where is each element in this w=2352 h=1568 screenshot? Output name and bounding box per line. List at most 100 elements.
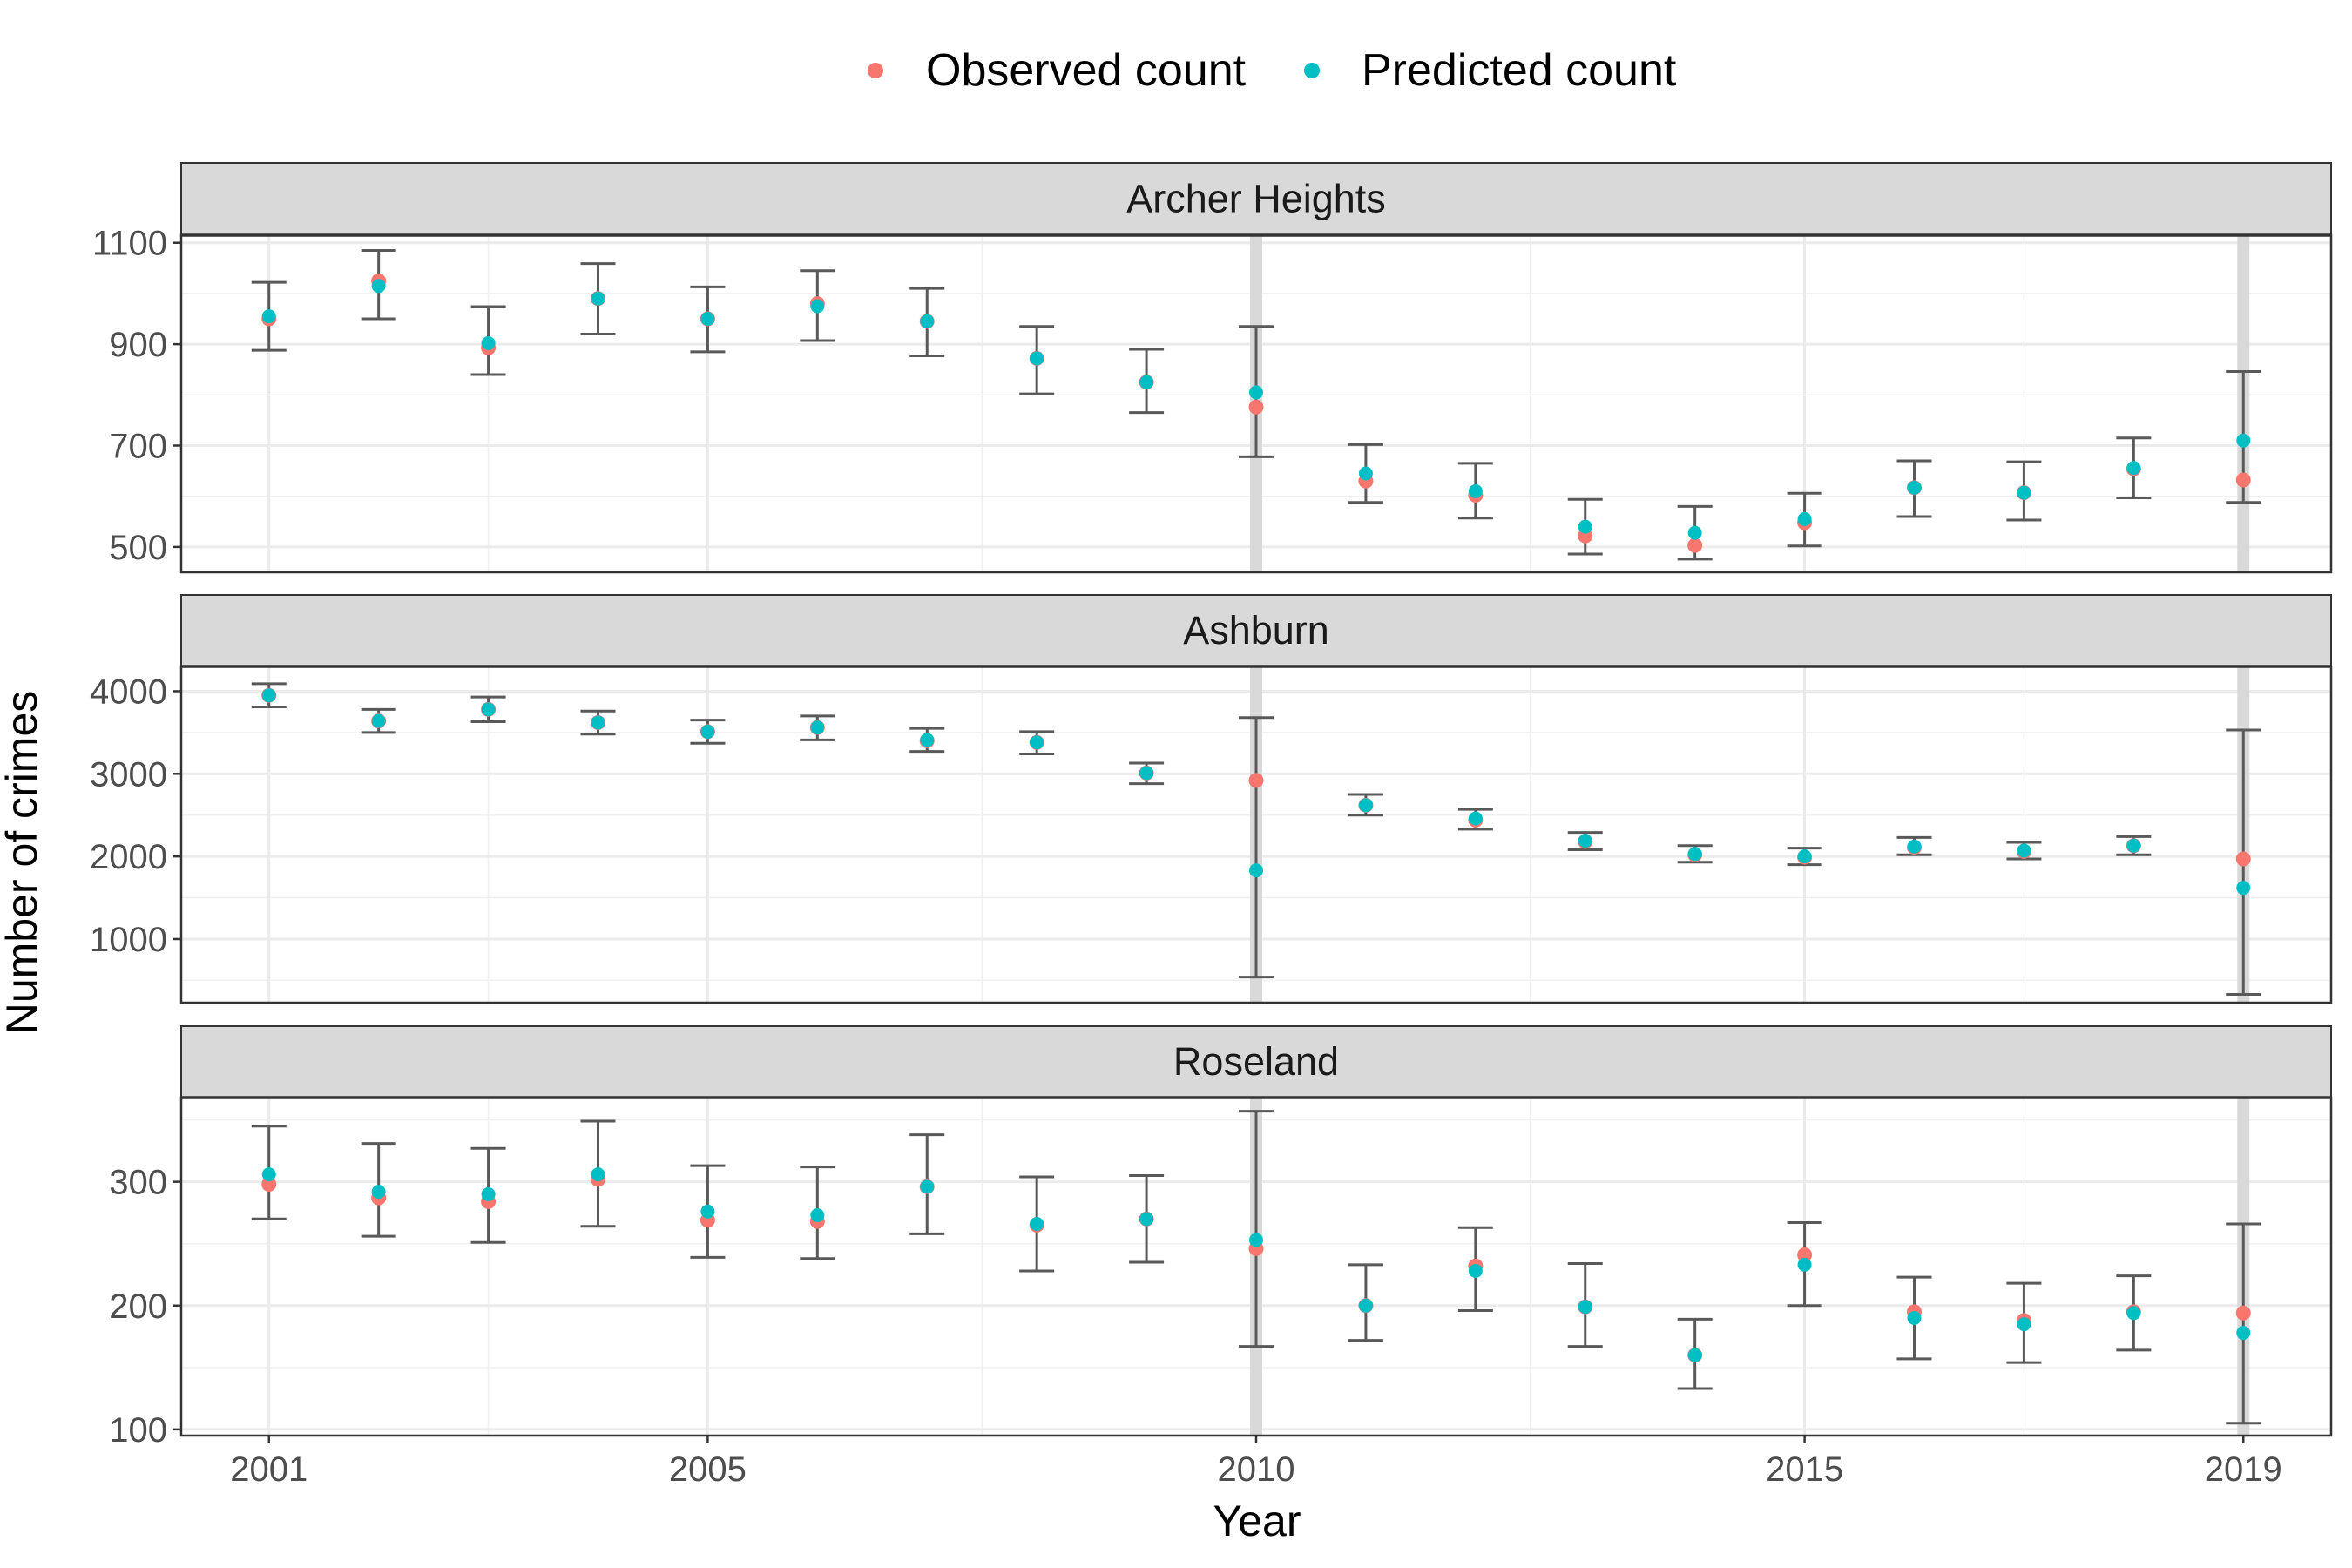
y-axis-title: Number of crimes <box>0 691 46 1035</box>
point-predicted <box>1687 1348 1702 1362</box>
point-predicted <box>1797 511 1812 526</box>
x-tick-label: 2001 <box>230 1450 308 1489</box>
point-predicted <box>2126 461 2141 476</box>
y-tick-label: 1100 <box>92 225 167 263</box>
point-predicted <box>481 1186 496 1201</box>
point-predicted <box>1139 1212 1154 1227</box>
x-tick-label: 2019 <box>2205 1450 2282 1489</box>
point-predicted <box>2017 843 2031 858</box>
error-bar <box>1239 1110 1274 1348</box>
point-predicted <box>920 1179 935 1194</box>
point-observed <box>1797 1247 1813 1262</box>
error-bar <box>1239 716 1274 979</box>
point-predicted <box>371 1185 386 1200</box>
point-predicted <box>1358 466 1373 481</box>
legend: Observed count Predicted count <box>868 45 1677 96</box>
point-predicted <box>810 720 825 735</box>
y-tick-label: 300 <box>109 1164 167 1202</box>
point-predicted <box>2126 838 2141 853</box>
point-predicted <box>591 715 605 730</box>
point-predicted <box>700 312 715 327</box>
legend-label-observed: Observed count <box>926 45 1247 96</box>
error-bar <box>2226 1222 2261 1425</box>
panel-strip <box>180 594 2332 667</box>
legend-key-predicted <box>1304 63 1320 78</box>
point-predicted <box>261 309 276 324</box>
point-predicted <box>1578 834 1592 848</box>
point-observed <box>2235 472 2251 488</box>
panel-1: Ashburn 1000 2000 3000 4000 <box>90 594 2333 1004</box>
y-tick-label: 100 <box>109 1411 167 1450</box>
point-predicted <box>1578 519 1592 534</box>
point-predicted <box>810 1208 825 1223</box>
y-tick-label: 1000 <box>90 921 167 959</box>
point-predicted <box>1468 811 1483 826</box>
point-predicted <box>2236 1326 2251 1341</box>
point-predicted <box>700 724 715 739</box>
point-predicted <box>1139 766 1154 781</box>
point-predicted <box>371 713 386 728</box>
x-axis-title: Year <box>1213 1497 1301 1545</box>
point-predicted <box>591 1167 605 1182</box>
x-tick-label: 2015 <box>1766 1450 1843 1489</box>
y-tick-label: 900 <box>109 326 167 364</box>
point-predicted <box>1907 480 1922 495</box>
point-predicted <box>1468 1263 1483 1278</box>
point-predicted <box>2126 1306 2141 1321</box>
point-predicted <box>1797 849 1812 864</box>
point-predicted <box>591 291 605 306</box>
y-tick-label: 700 <box>109 428 167 466</box>
y-tick-label: 2000 <box>90 838 167 876</box>
panel-0: Archer Heights 500 700 900 1100 <box>92 162 2333 574</box>
point-predicted <box>2017 485 2031 500</box>
point-predicted <box>1687 525 1702 540</box>
point-predicted <box>1358 798 1373 813</box>
point-predicted <box>481 702 496 717</box>
panel-strip <box>180 1025 2332 1098</box>
point-predicted <box>920 733 935 747</box>
legend-label-predicted: Predicted count <box>1362 45 1677 96</box>
point-predicted <box>2236 881 2251 896</box>
point-predicted <box>1358 1298 1373 1313</box>
point-observed <box>2235 851 2251 867</box>
point-predicted <box>810 299 825 314</box>
point-predicted <box>700 1204 715 1219</box>
point-observed <box>1687 537 1703 553</box>
point-predicted <box>1139 375 1154 389</box>
point-predicted <box>1687 847 1702 862</box>
point-predicted <box>2017 1317 2031 1332</box>
point-predicted <box>481 335 496 350</box>
point-observed <box>2235 1305 2251 1321</box>
y-tick-label: 200 <box>109 1288 167 1326</box>
point-predicted <box>261 688 276 703</box>
legend-key-observed <box>868 63 883 78</box>
x-tick-label: 2005 <box>669 1450 747 1489</box>
point-predicted <box>1249 1233 1263 1247</box>
panel-strip <box>180 162 2332 236</box>
y-tick-label: 4000 <box>90 672 167 711</box>
point-predicted <box>1578 1300 1592 1315</box>
point-predicted <box>1797 1257 1812 1272</box>
point-predicted <box>1030 735 1044 750</box>
point-predicted <box>1249 385 1263 400</box>
point-predicted <box>2236 433 2251 448</box>
point-predicted <box>920 314 935 328</box>
point-predicted <box>1907 839 1922 854</box>
point-observed <box>1248 773 1264 788</box>
point-observed <box>261 1176 277 1192</box>
y-tick-label: 500 <box>109 529 167 567</box>
panel-title: Roseland <box>1173 1039 1339 1084</box>
panels: Archer Heights 500 700 900 1100 Ashburn 1000 20… <box>90 162 2333 1450</box>
panel-title: Archer Heights <box>1126 177 1386 221</box>
point-predicted <box>1907 1310 1922 1325</box>
y-tick-label: 3000 <box>90 755 167 794</box>
point-predicted <box>1249 863 1263 878</box>
point-observed <box>1248 399 1264 415</box>
point-predicted <box>1030 351 1044 366</box>
point-predicted <box>371 279 386 294</box>
x-axis: 2001 2005 2010 2015 2019 <box>230 1436 2282 1489</box>
point-predicted <box>1030 1216 1044 1231</box>
point-predicted <box>1468 483 1483 498</box>
x-tick-label: 2010 <box>1218 1450 1295 1489</box>
